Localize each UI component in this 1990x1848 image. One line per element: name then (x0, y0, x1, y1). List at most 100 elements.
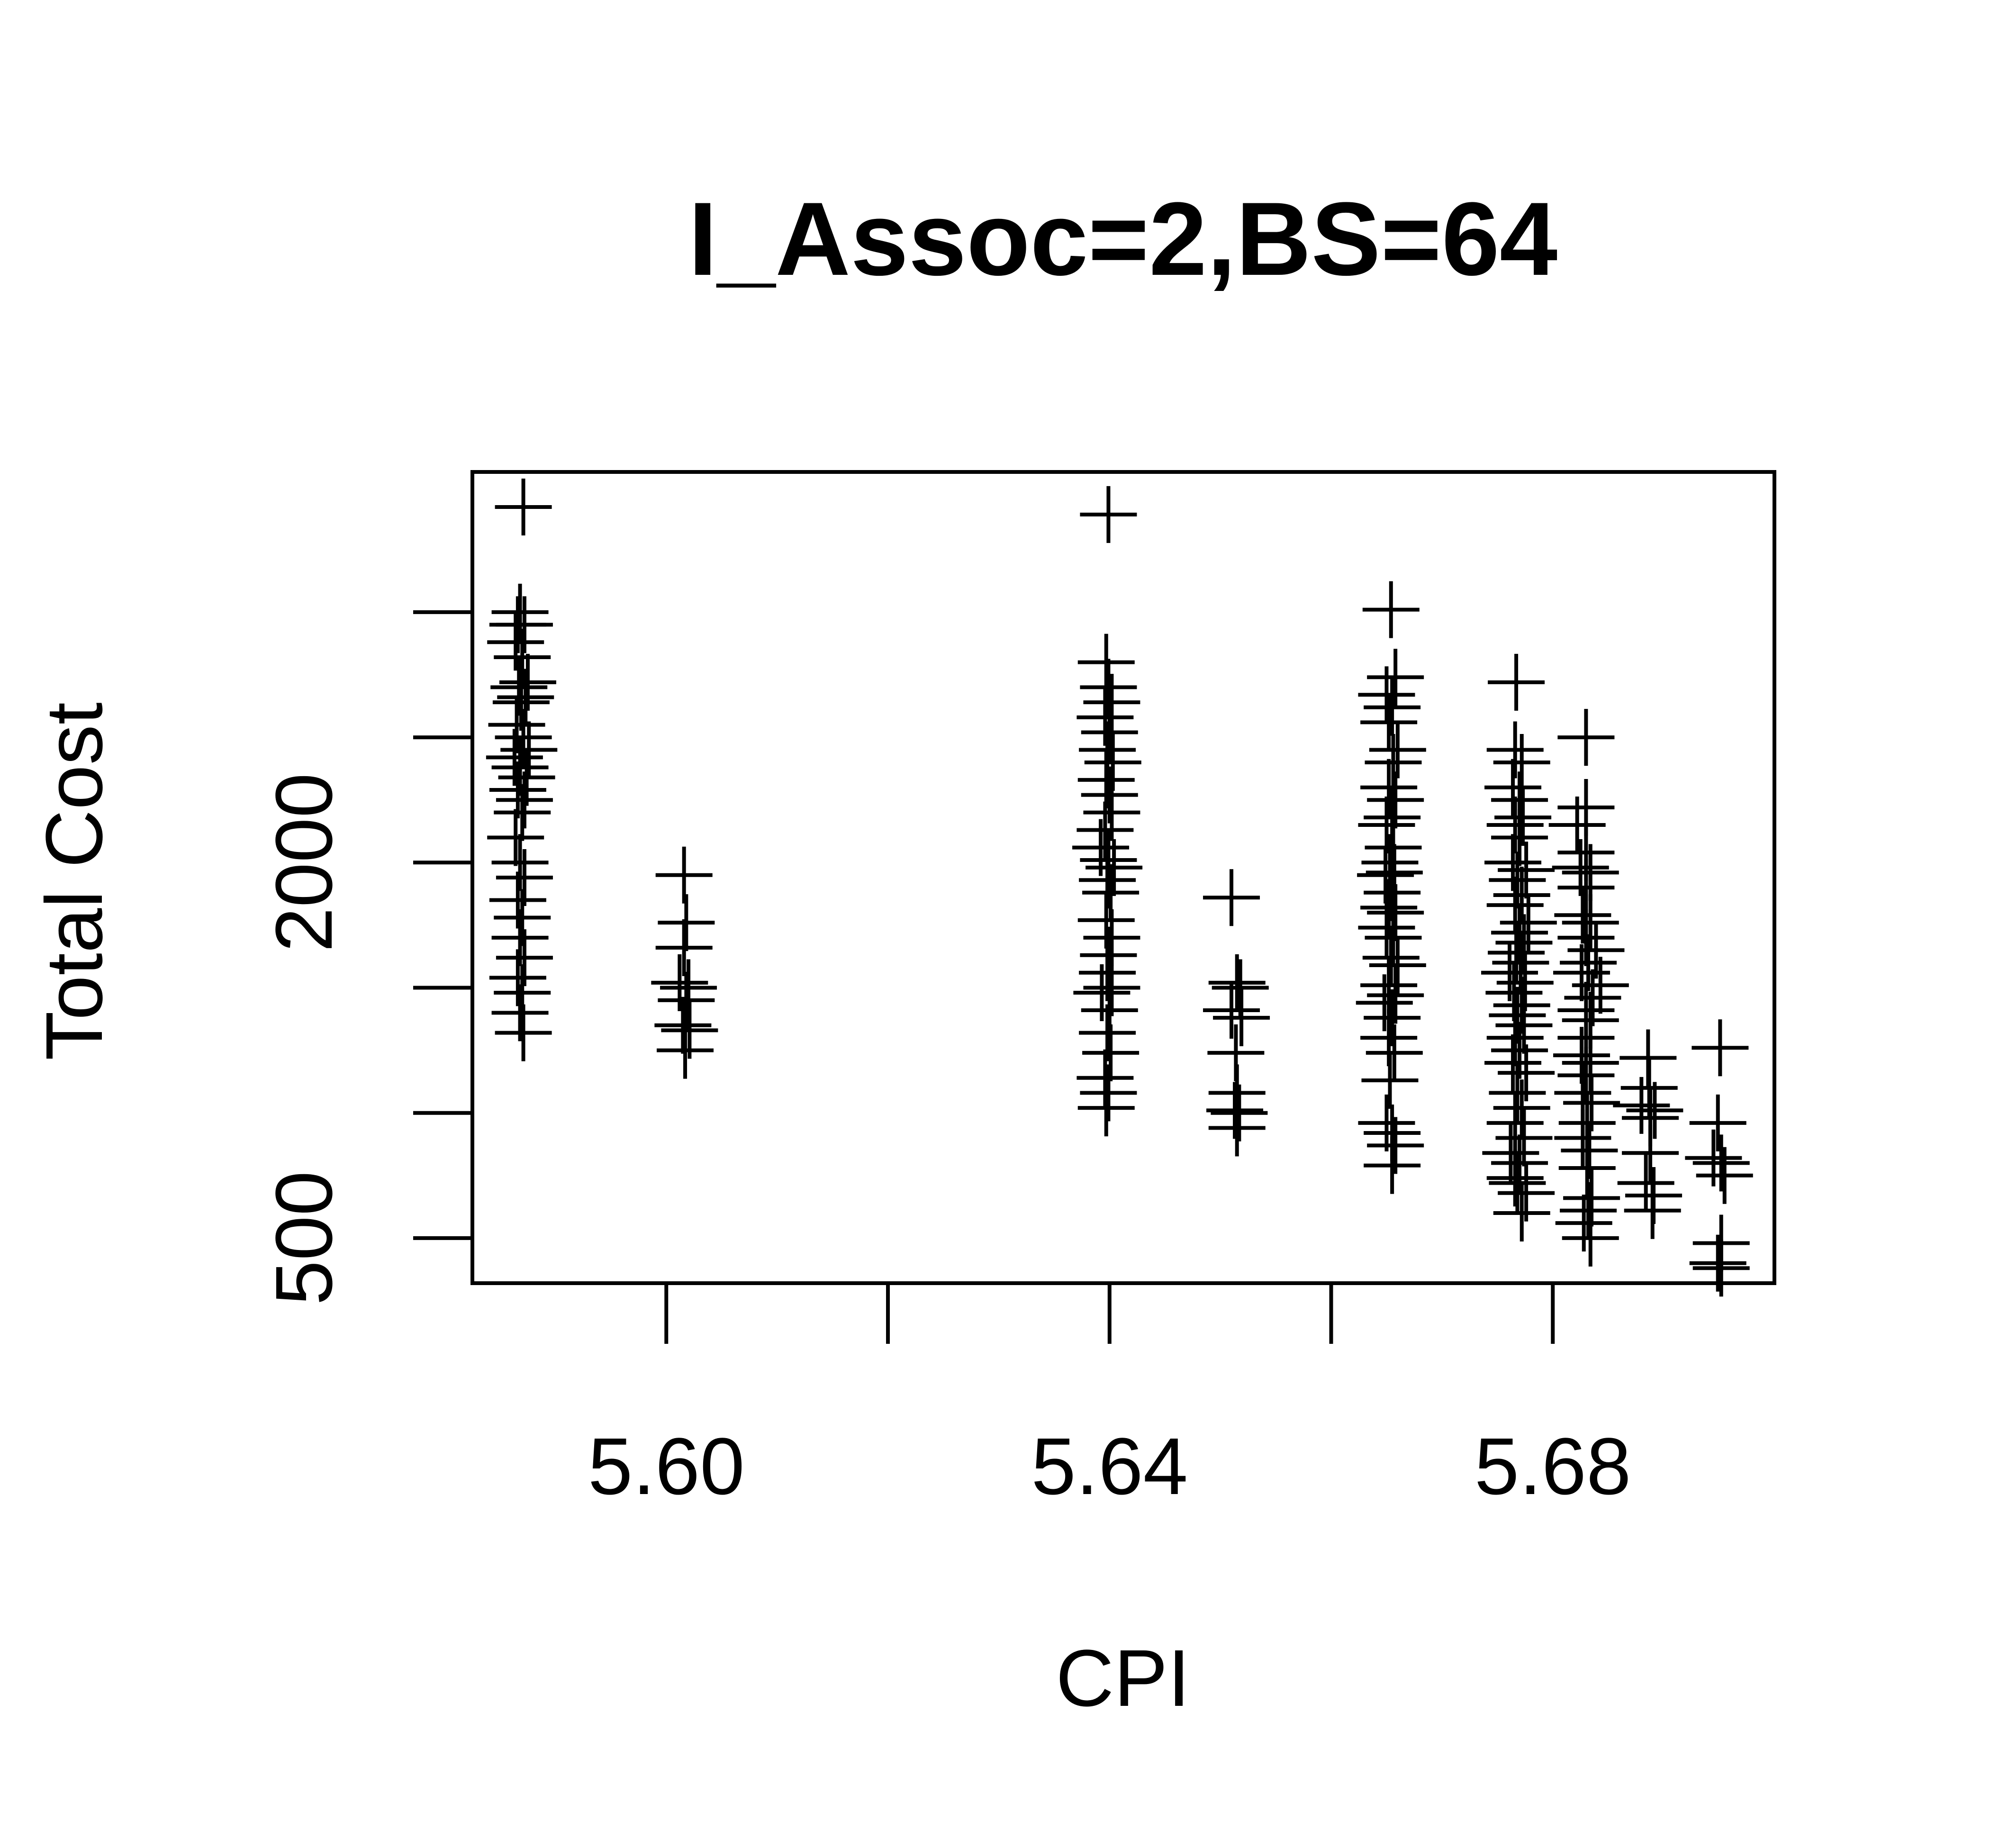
data-point (1360, 694, 1418, 751)
data-point (1369, 721, 1426, 779)
data-point (1567, 922, 1625, 979)
data-point (1560, 934, 1617, 991)
data-point (1080, 486, 1137, 543)
data-point (1548, 797, 1606, 854)
data-point (1367, 967, 1424, 1024)
data-point (1488, 653, 1545, 711)
data-point (1626, 1082, 1683, 1139)
x-axis-label: CPI (1056, 1633, 1190, 1723)
data-point (496, 849, 553, 906)
data-point (658, 971, 715, 1029)
data-point (1486, 1009, 1544, 1067)
data-point (658, 894, 715, 951)
plot-frame (470, 470, 1776, 1285)
data-point (1482, 1124, 1539, 1182)
data-point (1692, 1019, 1749, 1077)
data-point (1486, 1150, 1544, 1207)
plot-points (486, 478, 1753, 1297)
data-point (1361, 1052, 1419, 1109)
data-point (1493, 1079, 1550, 1137)
data-point (1613, 1077, 1670, 1134)
data-point (496, 771, 553, 829)
data-point (1557, 859, 1615, 916)
data-point (1203, 869, 1260, 926)
x-tick-label: 5.64 (1031, 1422, 1188, 1512)
data-point (1622, 1124, 1679, 1182)
data-point (1557, 909, 1615, 966)
data-point (489, 949, 546, 1006)
data-point (495, 478, 552, 535)
data-point (1564, 969, 1621, 1026)
data-point (1489, 987, 1546, 1044)
data-point (1362, 581, 1420, 638)
data-point (489, 761, 546, 819)
data-point (1554, 1109, 1611, 1167)
data-point (1358, 666, 1415, 724)
data-point (1362, 929, 1420, 987)
data-point (1356, 974, 1413, 1032)
data-point (1491, 809, 1548, 866)
data-point (1364, 679, 1421, 736)
data-point (655, 919, 713, 976)
data-point (1085, 839, 1143, 896)
data-point (1692, 1240, 1750, 1297)
data-point (497, 669, 554, 726)
data-point (1562, 894, 1619, 951)
data-point (494, 784, 551, 841)
data-point (495, 1004, 552, 1061)
chart-title: I_Assoc=2,BS=64 (688, 181, 1558, 297)
data-point (1489, 1154, 1546, 1212)
data-point (487, 614, 544, 671)
data-point (1203, 982, 1260, 1039)
x-axis: 5.60 5.64 5.68 (588, 1283, 1631, 1512)
data-point (1489, 852, 1546, 909)
data-point (1077, 634, 1135, 691)
data-point (1077, 1079, 1135, 1137)
data-point (490, 659, 548, 716)
data-point (1082, 1024, 1140, 1081)
data-point (1077, 751, 1135, 808)
data-point (1083, 674, 1140, 731)
data-point (1493, 734, 1550, 791)
data-point (1366, 1024, 1423, 1081)
data-point (1692, 1134, 1750, 1192)
data-point (1484, 1034, 1542, 1092)
data-point (1486, 797, 1544, 854)
data-point (1498, 842, 1555, 899)
data-point (498, 749, 555, 806)
data-point (1484, 759, 1542, 816)
data-point (1213, 989, 1270, 1046)
data-point (1493, 1185, 1550, 1242)
data-point (1083, 959, 1140, 1016)
x-tick-label: 5.68 (1474, 1422, 1631, 1512)
data-point (1360, 759, 1418, 816)
data-point (1557, 709, 1615, 766)
data-point (1495, 996, 1553, 1054)
data-point (1208, 1099, 1266, 1157)
data-point (1489, 1064, 1546, 1122)
data-point (657, 1022, 714, 1079)
data-point (1555, 1195, 1612, 1252)
data-point (1364, 1137, 1421, 1194)
data-point (1486, 1094, 1544, 1151)
data-point (488, 696, 545, 753)
data-point (655, 846, 713, 904)
data-point (1493, 866, 1550, 924)
data-point (1358, 899, 1415, 956)
data-point (1491, 1022, 1548, 1079)
y-axis: 500 2000 (259, 610, 472, 1305)
data-point (1076, 688, 1134, 746)
data-point (1080, 1064, 1137, 1122)
data-point (1562, 1209, 1619, 1267)
data-point (1617, 1154, 1674, 1212)
y-axis-label: Total Cost (29, 702, 119, 1060)
y-tick-label: 500 (259, 1171, 349, 1305)
data-point (1211, 1084, 1268, 1141)
data-point (1208, 954, 1266, 1011)
data-point (1486, 721, 1544, 779)
data-point (492, 674, 550, 731)
data-point (1367, 884, 1424, 941)
data-point (1358, 1094, 1415, 1151)
data-point (491, 583, 549, 641)
